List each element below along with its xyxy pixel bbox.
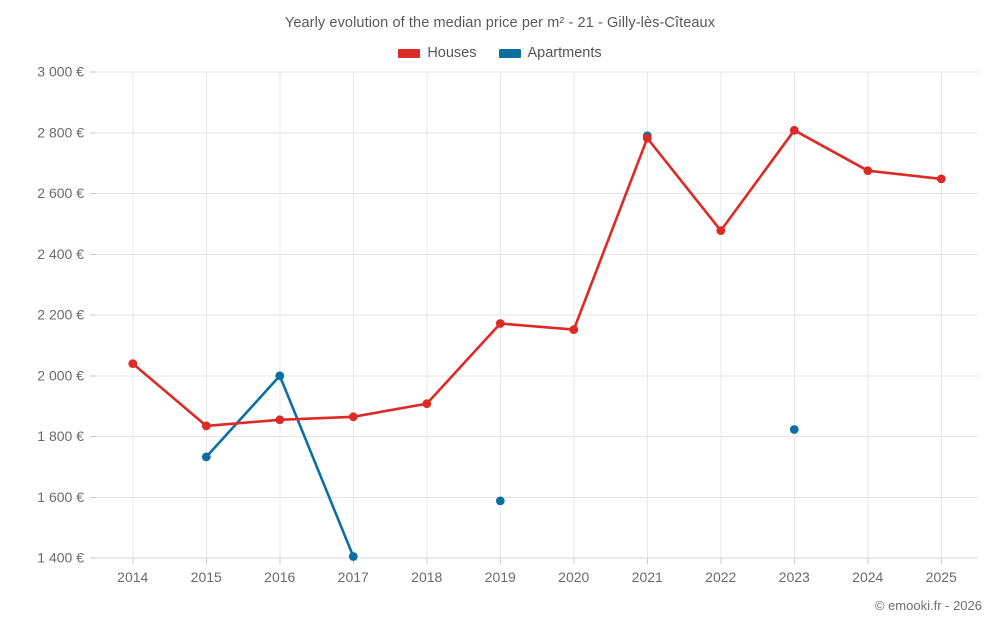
legend-label-houses: Houses	[427, 45, 477, 61]
y-tick-label: 1 800 €	[37, 428, 84, 444]
data-point-houses-2022	[716, 226, 726, 236]
x-tick-label: 2023	[779, 569, 810, 585]
data-point-houses-2024	[863, 166, 873, 176]
x-tick-label: 2014	[117, 569, 148, 585]
y-axis-tick-labels: 1 400 € 1 600 € 1 800 € 2 000 € 2 200 € 2 400…	[37, 64, 84, 566]
series-line-houses	[131, 129, 943, 428]
x-tick-label: 2024	[852, 569, 883, 585]
data-point-houses-2021	[642, 133, 652, 143]
data-point-houses-2019	[495, 319, 505, 328]
legend-label-apartments: Apartments	[527, 45, 602, 61]
data-point-houses-2020	[569, 325, 579, 334]
y-tick-label: 3 000 €	[37, 64, 84, 80]
x-tick-label: 2018	[411, 569, 442, 585]
data-point-houses-2017	[348, 412, 358, 422]
data-point-apartments-2016	[275, 371, 285, 381]
legend-item-houses[interactable]: Houses	[398, 45, 477, 61]
grid-layer	[96, 71, 978, 559]
data-point-apartments-2017	[348, 552, 358, 561]
y-tick-label: 2 000 €	[37, 367, 84, 383]
x-tick-label: 2025	[926, 569, 957, 585]
data-point-houses-2015	[201, 421, 211, 431]
legend-swatch-apartments	[498, 48, 521, 58]
data-point-houses-2018	[422, 399, 432, 409]
x-tick-label: 2022	[705, 569, 736, 585]
data-point-houses-2023	[789, 125, 799, 135]
legend-swatch-houses	[398, 48, 421, 58]
x-tick-label: 2015	[191, 569, 222, 585]
data-point-houses-2025	[936, 174, 946, 184]
y-tick-label: 1 600 €	[37, 489, 84, 505]
x-tick-label: 2019	[485, 569, 516, 585]
legend-item-apartments[interactable]: Apartments	[498, 45, 602, 61]
x-tick-label: 2020	[558, 569, 589, 585]
chart-legend: Houses Apartments	[0, 45, 1000, 61]
y-tick-label: 2 600 €	[37, 185, 84, 201]
credit-text: © emooki.fr - 2026	[874, 598, 982, 613]
x-tick-label: 2021	[632, 569, 663, 585]
x-tick-label: 2016	[264, 569, 295, 585]
data-point-apartments-2023	[789, 425, 799, 434]
x-tick-label: 2017	[338, 569, 369, 585]
data-point-apartments-2015	[201, 452, 211, 462]
axis-layer	[90, 71, 978, 564]
y-tick-label: 2 800 €	[37, 124, 84, 140]
data-point-houses-2014	[128, 359, 138, 368]
y-tick-label: 2 200 €	[37, 307, 84, 323]
series-layer	[128, 125, 946, 561]
y-tick-label: 2 400 €	[37, 246, 84, 262]
x-axis-tick-labels: 2014 2015 2016 2017 2018 2019 2020 2021 2022 2023…	[117, 569, 957, 585]
chart-title: Yearly evolution of the median price per…	[284, 15, 716, 31]
data-point-houses-2016	[275, 415, 285, 425]
data-point-apartments-2019	[495, 496, 505, 506]
y-tick-label: 1 400 €	[37, 550, 84, 566]
